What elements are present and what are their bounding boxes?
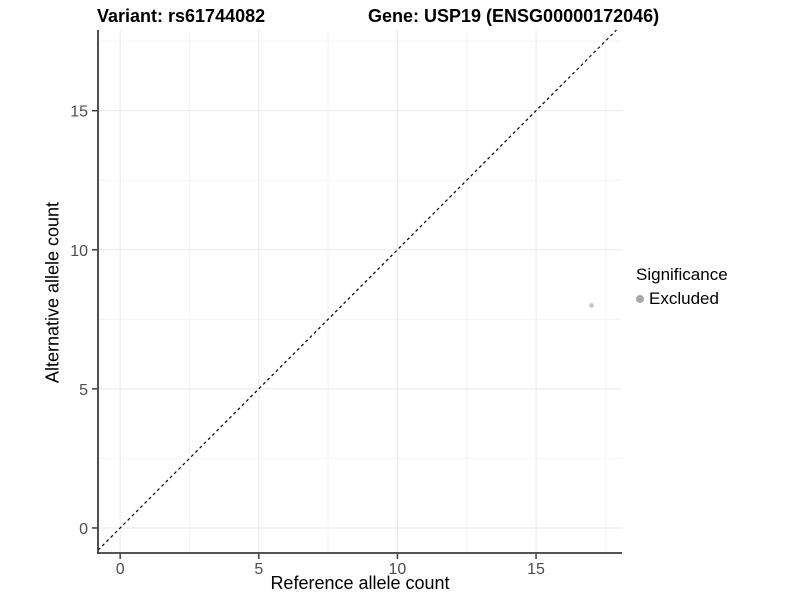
x-tick-label: 15	[527, 561, 545, 578]
legend: Significance Excluded	[636, 265, 728, 309]
x-tick-label: 10	[389, 561, 407, 578]
plot-title-variant: Variant: rs61744082	[97, 6, 266, 26]
x-tick-label: 0	[116, 561, 125, 578]
legend-item-excluded: Excluded	[636, 289, 728, 309]
data-point	[589, 303, 594, 308]
x-tick-label: 5	[254, 561, 263, 578]
plot-title-gene: Gene: USP19 (ENSG00000172046)	[368, 6, 660, 26]
legend-item-label: Excluded	[649, 289, 719, 308]
legend-point-icon	[636, 295, 644, 303]
y-tick-label: 0	[79, 521, 88, 538]
y-tick-label: 15	[70, 104, 88, 121]
y-tick-label: 5	[79, 382, 88, 399]
y-tick-label: 10	[70, 243, 88, 260]
x-axis-title: Reference allele count	[270, 573, 450, 593]
identity-line	[97, 29, 617, 551]
legend-title: Significance	[636, 265, 728, 284]
y-axis-title: Alternative allele count	[42, 201, 63, 384]
